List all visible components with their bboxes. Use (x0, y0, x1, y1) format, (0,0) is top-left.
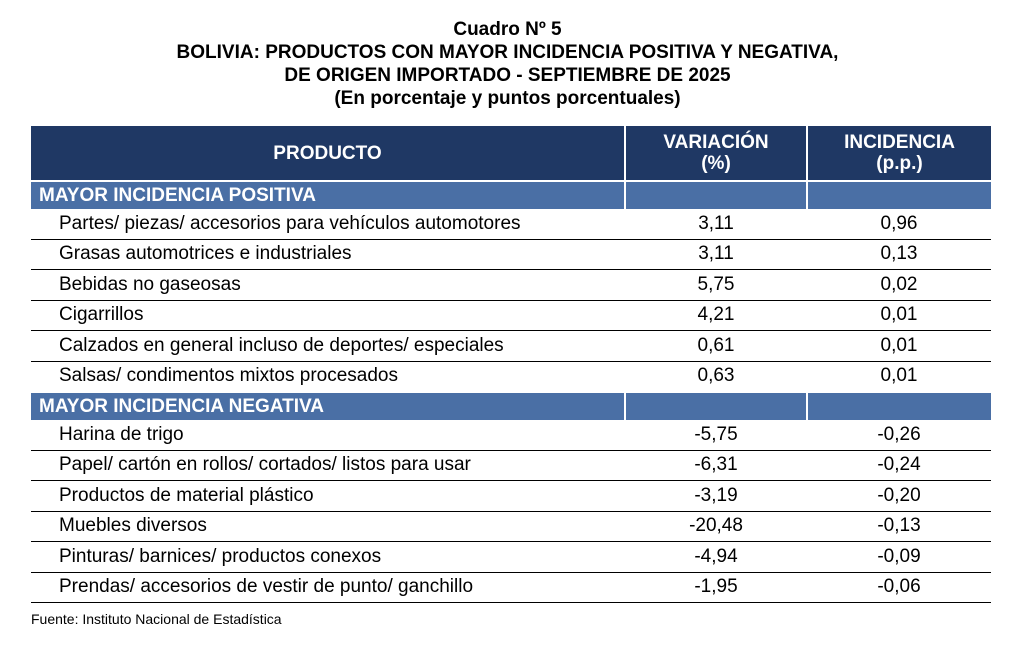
table-row: Muebles diversos -20,48 -0,13 (31, 511, 991, 542)
section-row: MAYOR INCIDENCIA POSITIVA (31, 180, 991, 209)
header-variation-unit: (%) (701, 153, 731, 174)
incidence-cell: 0,01 (807, 300, 991, 331)
product-cell: Calzados en general incluso de deportes/… (31, 330, 625, 362)
incidence-cell: 0,96 (807, 209, 991, 240)
title-line-1: Cuadro Nº 5 (453, 19, 562, 40)
table-row: Calzados en general incluso de deportes/… (31, 330, 991, 362)
table-row: Productos de material plástico -3,19 -0,20 (31, 480, 991, 512)
header-incidence-unit: (p.p.) (876, 153, 923, 174)
variation-cell: -6,31 (625, 450, 807, 481)
variation-cell: -5,75 (625, 420, 807, 451)
table-row: Papel/ cartón en rollos/ cortados/ listo… (31, 450, 991, 481)
header-variation-label: VARIACIÓN (663, 132, 769, 153)
title-line-3: DE ORIGEN IMPORTADO - SEPTIEMBRE DE 2025 (284, 65, 731, 86)
table-header-row: PRODUCTO VARIACIÓN (%) INCIDENCIA (p.p.) (31, 126, 991, 181)
header-incidence-label: INCIDENCIA (844, 132, 955, 153)
incidence-cell: -0,20 (807, 480, 991, 512)
variation-cell: 3,11 (625, 209, 807, 240)
incidence-cell: -0,13 (807, 511, 991, 542)
incidence-cell: 0,01 (807, 330, 991, 362)
product-cell: Prendas/ accesorios de vestir de punto/ … (31, 572, 625, 603)
source-note: Fuente: Instituto Nacional de Estadístic… (31, 611, 282, 627)
table-title: Cuadro Nº 5 BOLIVIA: PRODUCTOS CON MAYOR… (0, 18, 1015, 110)
incidence-cell: -0,24 (807, 450, 991, 481)
product-cell: Salsas/ condimentos mixtos procesados (31, 361, 625, 393)
header-product: PRODUCTO (31, 126, 626, 181)
title-line-4: (En porcentaje y puntos porcentuales) (334, 88, 681, 109)
incidence-cell: -0,06 (807, 572, 991, 603)
incidence-cell: 0,01 (807, 361, 991, 393)
table-row: Bebidas no gaseosas 5,75 0,02 (31, 269, 991, 301)
header-variation: VARIACIÓN (%) (625, 126, 808, 181)
incidence-cell: 0,02 (807, 269, 991, 301)
table-row: Grasas automotrices e industriales 3,11 0,… (31, 239, 991, 270)
table-body: MAYOR INCIDENCIA POSITIVA Partes/ piezas/… (31, 180, 991, 603)
title-line-2: BOLIVIA: PRODUCTOS CON MAYOR INCIDENCIA … (176, 42, 839, 63)
product-cell: Bebidas no gaseosas (31, 269, 625, 301)
product-cell: Grasas automotrices e industriales (31, 239, 625, 270)
variation-cell: -1,95 (625, 572, 807, 603)
variation-cell: 0,61 (625, 330, 807, 362)
table-row: Cigarrillos 4,21 0,01 (31, 300, 991, 331)
table-row: Partes/ piezas/ accesorios para vehículo… (31, 209, 991, 240)
product-cell: Papel/ cartón en rollos/ cortados/ listo… (31, 450, 625, 481)
variation-cell: 0,63 (625, 361, 807, 393)
variation-cell: 4,21 (625, 300, 807, 331)
product-cell: Productos de material plástico (31, 480, 625, 512)
section-label: MAYOR INCIDENCIA NEGATIVA (31, 391, 626, 420)
product-cell: Pinturas/ barnices/ productos conexos (31, 541, 625, 573)
section-empty-cell (807, 391, 991, 420)
table-row: Salsas/ condimentos mixtos procesados 0,6… (31, 361, 991, 393)
product-cell: Harina de trigo (31, 420, 625, 451)
product-cell: Partes/ piezas/ accesorios para vehículo… (31, 209, 625, 240)
variation-cell: -3,19 (625, 480, 807, 512)
variation-cell: -20,48 (625, 511, 807, 542)
section-row: MAYOR INCIDENCIA NEGATIVA (31, 391, 991, 420)
incidence-table: PRODUCTO VARIACIÓN (%) INCIDENCIA (p.p.)… (31, 126, 991, 603)
table-row: Pinturas/ barnices/ productos conexos -4,… (31, 541, 991, 573)
table-row: Harina de trigo -5,75 -0,26 (31, 420, 991, 451)
product-cell: Cigarrillos (31, 300, 625, 331)
product-cell: Muebles diversos (31, 511, 625, 542)
incidence-cell: -0,09 (807, 541, 991, 573)
table-row: Prendas/ accesorios de vestir de punto/ … (31, 572, 991, 603)
header-product-label: PRODUCTO (273, 142, 382, 164)
variation-cell: 3,11 (625, 239, 807, 270)
header-incidence: INCIDENCIA (p.p.) (807, 126, 991, 181)
variation-cell: 5,75 (625, 269, 807, 301)
incidence-cell: -0,26 (807, 420, 991, 451)
section-label: MAYOR INCIDENCIA POSITIVA (31, 180, 626, 209)
variation-cell: -4,94 (625, 541, 807, 573)
section-empty-cell (807, 180, 991, 209)
incidence-cell: 0,13 (807, 239, 991, 270)
section-empty-cell (625, 180, 808, 209)
section-empty-cell (625, 391, 808, 420)
